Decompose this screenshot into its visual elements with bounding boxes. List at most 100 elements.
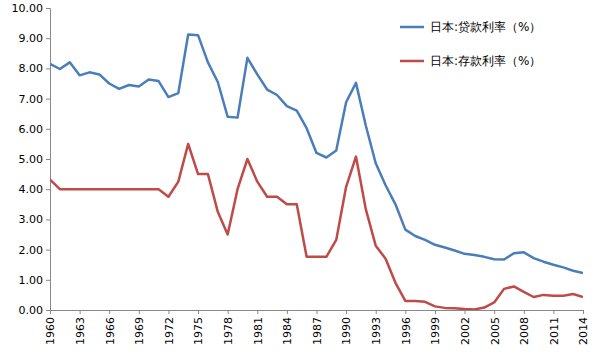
y-tick: 3.00 [19,213,51,226]
x-tick: 1969 [133,310,146,345]
x-tick-label: 1984 [281,317,294,345]
x-tick-mark [139,310,140,314]
y-tick: 0.00 [19,304,51,317]
x-tick-label: 1978 [222,317,235,345]
y-tick-label: 6.00 [19,123,44,136]
plot-area [50,35,583,310]
series-line [50,144,583,309]
x-tick-label: 1993 [370,317,383,345]
x-tick-label: 1966 [104,317,117,345]
x-tick-mark [405,310,406,314]
y-axis: 0.00 1.00 2.00 3.00 4.00 5.00 6.00 7.00 8.00 9.00… [12,2,51,317]
legend-swatch [400,26,424,29]
legend-label: 日本:贷款利率（%） [430,20,541,34]
x-tick-mark [80,310,81,314]
y-tick: 10.00 [12,2,51,15]
y-tick-mark [46,280,50,281]
x-tick-label: 2008 [518,317,531,345]
x-tick-mark [287,310,288,314]
y-tick: 6.00 [19,123,51,136]
y-tick-mark [46,310,50,311]
x-tick-label: 1990 [340,317,353,345]
x-tick-mark [228,310,229,314]
y-tick-mark [46,250,50,251]
x-tick: 1960 [44,310,57,345]
y-tick-label: 2.00 [19,244,44,257]
y-tick-mark [46,38,50,39]
x-tick-label: 2005 [489,317,502,345]
x-tick-label: 1969 [133,317,146,345]
x-axis: 1960 1963 1966 1969 1972 1975 1978 1981 1984 1987… [44,310,590,345]
x-tick-mark [109,310,110,314]
x-tick: 1972 [163,310,176,345]
legend: 日本:贷款利率（%） 日本:存款利率（%） [400,20,541,68]
x-tick: 1975 [192,310,205,345]
y-tick-label: 10.00 [12,2,44,15]
y-tick: 4.00 [19,183,51,196]
x-tick-mark [198,310,199,314]
x-tick-label: 1975 [192,317,205,345]
x-tick: 1963 [74,310,87,345]
x-tick-label: 2002 [459,317,472,345]
x-tick-mark [317,310,318,314]
x-tick: 2014 [577,310,590,345]
x-tick-label: 1972 [163,317,176,345]
x-tick-label: 2011 [548,317,561,345]
y-tick-label: 7.00 [19,93,44,106]
x-tick-mark [435,310,436,314]
y-tick-label: 0.00 [19,304,44,317]
x-tick: 1966 [104,310,117,345]
x-tick-mark [583,310,584,314]
x-tick: 2002 [459,310,472,345]
x-axis-line [51,311,584,315]
x-tick-mark [553,310,554,314]
legend-label: 日本:存款利率（%） [430,54,541,68]
y-tick-mark [46,68,50,69]
legend-swatch [400,60,424,63]
y-tick-label: 3.00 [19,213,44,226]
x-tick: 1981 [252,310,265,345]
x-tick-label: 1963 [74,317,87,345]
x-tick: 1987 [311,310,324,345]
y-tick: 8.00 [19,62,51,75]
x-tick-mark [50,310,51,314]
y-tick: 5.00 [19,153,51,166]
y-tick: 1.00 [19,274,51,287]
chart: 0.00 1.00 2.00 3.00 4.00 5.00 6.00 7.00 8.00 9.00… [0,0,593,357]
y-tick-label: 8.00 [19,62,44,75]
y-tick-mark [46,8,50,9]
x-tick-label: 1987 [311,317,324,345]
x-tick: 1990 [340,310,353,345]
x-tick-label: 1981 [252,317,265,345]
x-tick-mark [524,310,525,314]
series-line [50,35,583,274]
y-tick: 7.00 [19,93,51,106]
y-tick-label: 1.00 [19,274,44,287]
y-tick-mark [46,129,50,130]
x-tick: 1978 [222,310,235,345]
y-tick: 2.00 [19,244,51,257]
x-tick-label: 1996 [400,317,413,345]
x-tick-label: 1960 [44,317,57,345]
y-tick: 9.00 [19,32,51,45]
y-tick-mark [46,219,50,220]
x-tick-mark [494,310,495,314]
x-tick-mark [257,310,258,314]
x-tick: 2011 [548,310,561,345]
y-tick-label: 4.00 [19,183,44,196]
y-tick-label: 5.00 [19,153,44,166]
x-tick-mark [168,310,169,314]
x-tick: 2005 [489,310,502,345]
y-tick-mark [46,99,50,100]
x-tick-mark [465,310,466,314]
y-tick-mark [46,159,50,160]
x-tick: 1984 [281,310,294,345]
x-tick-mark [376,310,377,314]
x-tick: 1996 [400,310,413,345]
x-tick: 2008 [518,310,531,345]
x-tick: 1993 [370,310,383,345]
x-tick-mark [346,310,347,314]
y-tick-label: 9.00 [19,32,44,45]
y-tick-mark [46,189,50,190]
x-tick-label: 2014 [577,317,590,345]
